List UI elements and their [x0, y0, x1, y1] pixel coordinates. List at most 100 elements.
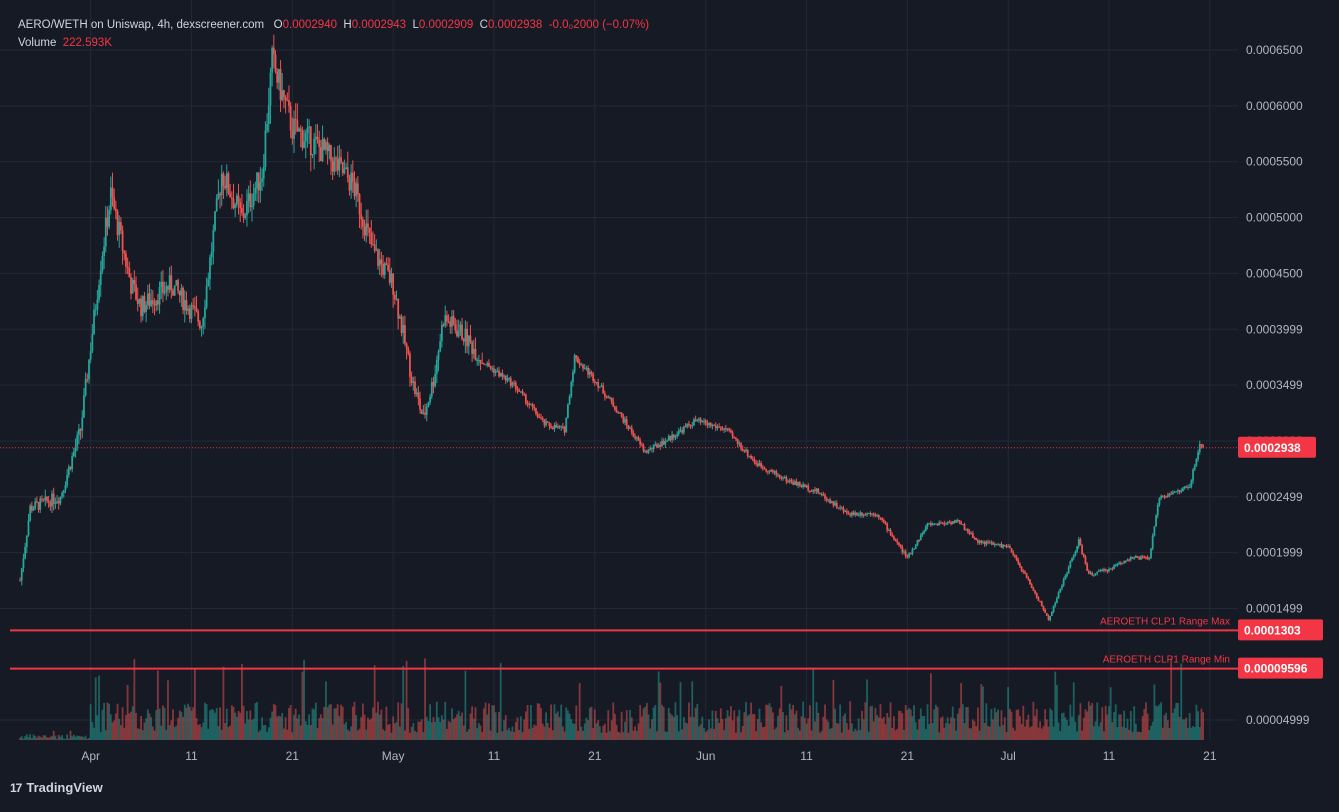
candle-body: [128, 267, 131, 278]
candle-body: [195, 307, 198, 312]
volume-bar: [1098, 726, 1100, 740]
volume-bar: [689, 716, 692, 740]
volume-bar: [429, 704, 432, 740]
volume-bar: [1104, 705, 1107, 740]
candle-body: [20, 568, 23, 581]
volume-bar: [365, 729, 368, 740]
volume-bar: [1119, 714, 1122, 740]
volume-bar: [234, 712, 237, 740]
volume-bar: [84, 735, 87, 740]
volume-bar: [911, 716, 914, 740]
volume-bar: [598, 726, 601, 740]
candle-body: [577, 357, 579, 363]
candle-body: [1114, 565, 1117, 567]
volume-bar: [471, 706, 474, 740]
x-tick-label: May: [382, 749, 405, 763]
candle-body: [598, 386, 601, 388]
volume-bar: [750, 702, 752, 740]
candle-body: [39, 498, 42, 510]
candle-body: [649, 447, 652, 450]
candle-body: [919, 534, 922, 541]
candle-body: [988, 542, 991, 544]
candle-body: [380, 259, 383, 264]
x-tick-label: 11: [488, 749, 501, 763]
volume-bar: [217, 726, 220, 740]
y-tick-label: 0.0005000: [1246, 211, 1303, 225]
volume-bar: [667, 707, 670, 740]
candle-body: [165, 286, 168, 293]
candle-body: [719, 427, 722, 430]
volume-bar: [20, 736, 23, 740]
volume-bar: [656, 731, 658, 740]
volume-bar: [210, 709, 213, 740]
volume-bar: [832, 679, 835, 740]
volume-bar: [839, 704, 842, 740]
candle-body: [476, 360, 479, 362]
volume-bar: [919, 708, 922, 740]
candle-body: [1195, 459, 1198, 466]
candle-body: [684, 426, 687, 428]
candle-body: [943, 523, 946, 525]
volume-bar: [501, 731, 504, 740]
volume-bar: [1012, 727, 1015, 740]
volume-bar: [1136, 731, 1139, 740]
volume-bar: [377, 701, 379, 740]
candle-body: [116, 211, 119, 236]
symbol-title: AERO/WETH on Uniswap, 4h, dexscreener.co…: [18, 19, 265, 31]
volume-bar: [109, 714, 112, 740]
candle-body: [136, 299, 139, 304]
candle-body: [963, 524, 966, 530]
candle-body: [76, 435, 79, 447]
tradingview-logo-icon: 17: [10, 780, 22, 795]
volume-bar: [1126, 718, 1129, 740]
volume-bar: [22, 738, 25, 740]
volume-bar: [511, 726, 514, 740]
volume-bar: [52, 730, 55, 740]
volume-bar: [59, 736, 62, 740]
candle-body: [1050, 611, 1053, 616]
volume-bar: [193, 669, 196, 740]
candle-body: [269, 72, 272, 106]
candle-body: [661, 440, 663, 447]
volume-bar: [1084, 709, 1087, 740]
tradingview-brand[interactable]: 17 TradingView: [10, 780, 103, 795]
volume-bar: [755, 731, 758, 740]
candle-body: [390, 273, 393, 283]
volume-bar: [89, 704, 92, 740]
volume-bar: [869, 706, 872, 740]
candle-body: [148, 293, 151, 306]
candle-body: [509, 378, 512, 386]
volume-bar: [788, 703, 791, 740]
volume-bar: [908, 707, 910, 740]
volume-value: 222.593K: [62, 37, 112, 49]
volume-bar: [414, 730, 416, 740]
candle-body: [704, 420, 707, 424]
volume-bar: [1032, 701, 1035, 740]
candle-body: [462, 339, 465, 342]
candle-body: [242, 213, 245, 218]
candle-body: [29, 505, 32, 521]
candle-body: [251, 205, 253, 208]
volume-bar: [1057, 722, 1060, 740]
volume-bar: [34, 736, 37, 740]
volume-bar: [298, 714, 300, 740]
volume-bar: [745, 702, 747, 740]
candle-body: [412, 381, 415, 383]
candle-body: [887, 530, 890, 532]
volume-bar: [1074, 721, 1077, 740]
volume-bar: [864, 702, 867, 740]
volume-bar: [687, 702, 690, 740]
volume-bar: [264, 725, 267, 740]
candle-body: [840, 507, 843, 509]
volume-bar: [1183, 719, 1186, 740]
volume-bar: [62, 738, 65, 740]
candle-body: [294, 118, 297, 121]
range-line-price-tag: [1238, 619, 1323, 641]
candle-body: [254, 188, 257, 194]
candle-body: [1138, 557, 1141, 560]
volume-bar: [113, 720, 116, 740]
volume-bar: [341, 706, 344, 740]
volume-bar: [800, 716, 803, 740]
candle-body: [933, 523, 936, 525]
